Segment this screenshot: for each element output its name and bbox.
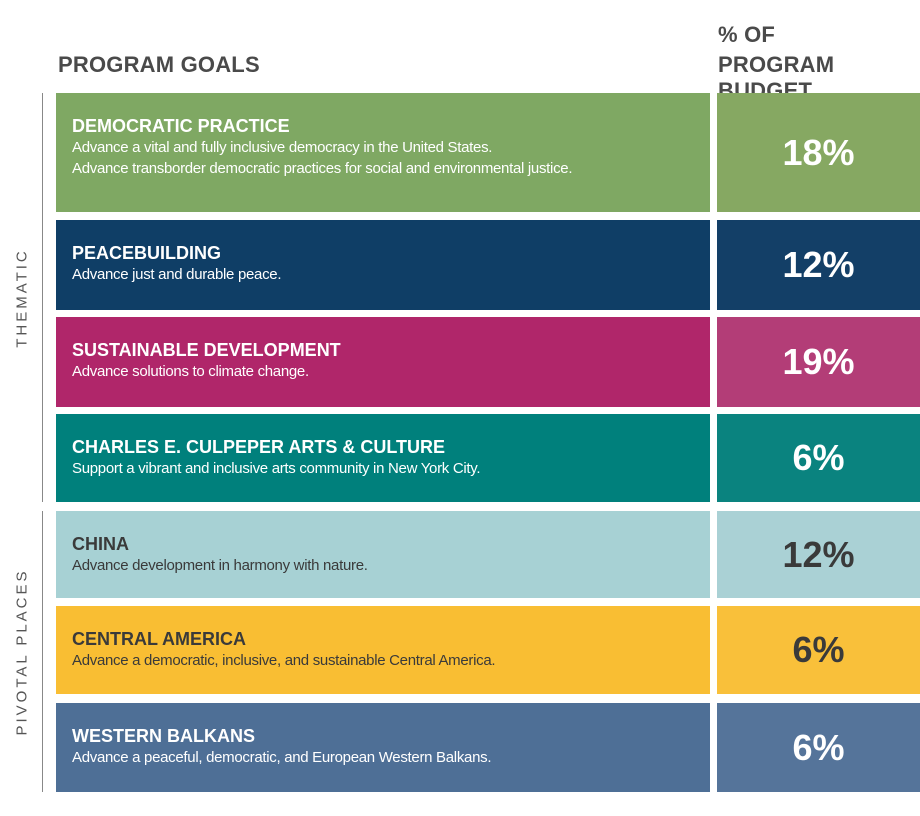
goal-cell: CENTRAL AMERICA Advance a democratic, inc… (56, 606, 710, 694)
budget-percent: 6% (717, 414, 920, 502)
goal-cell: PEACEBUILDING Advance just and durable pe… (56, 220, 710, 310)
goal-description: Support a vibrant and inclusive arts com… (72, 460, 481, 477)
goal-title: CENTRAL AMERICA (72, 629, 246, 649)
goal-description: Advance just and durable peace. (72, 266, 282, 283)
budget-percent: 18% (717, 93, 920, 212)
goal-title: PEACEBUILDING (72, 243, 222, 263)
goal-title: CHINA (72, 534, 129, 554)
goal-description: Advance development in harmony with natu… (72, 557, 368, 574)
goal-description: Advance transborder democratic practices… (72, 160, 573, 177)
budget-header: % OF (718, 22, 776, 47)
goal-title: DEMOCRATIC PRACTICE (72, 116, 290, 136)
budget-percent: 19% (717, 317, 920, 407)
budget-percent: 6% (717, 606, 920, 694)
goal-cell: CHINA Advance development in harmony with… (56, 511, 710, 598)
goal-description: Advance a vital and fully inclusive demo… (72, 139, 493, 156)
goal-title: CHARLES E. CULPEPER ARTS & CULTURE (72, 437, 446, 457)
group-line (42, 93, 43, 502)
budget-percent: 12% (717, 220, 920, 310)
goal-description: Advance solutions to climate change. (72, 363, 309, 380)
goal-title: WESTERN BALKANS (72, 726, 255, 746)
group-label: THEMATIC (13, 247, 31, 348)
goal-description: Advance a peaceful, democratic, and Euro… (72, 749, 492, 766)
goals-header: PROGRAM GOALS (58, 52, 260, 77)
goal-description: Advance a democratic, inclusive, and sus… (72, 652, 496, 669)
budget-percent: 6% (717, 703, 920, 792)
group-line (42, 511, 43, 792)
goal-cell: DEMOCRATIC PRACTICE Advance a vital and f… (56, 93, 710, 212)
goal-title: SUSTAINABLE DEVELOPMENT (72, 340, 341, 360)
goal-cell: WESTERN BALKANS Advance a peaceful, democ… (56, 703, 710, 792)
goal-cell: SUSTAINABLE DEVELOPMENT Advance solutions… (56, 317, 710, 407)
group-label: PIVOTAL PLACES (13, 567, 31, 736)
goal-cell: CHARLES E. CULPEPER ARTS & CULTURE Suppor… (56, 414, 710, 502)
budget-percent: 12% (717, 511, 920, 598)
budget-header: PROGRAM BUDGET (718, 52, 835, 103)
